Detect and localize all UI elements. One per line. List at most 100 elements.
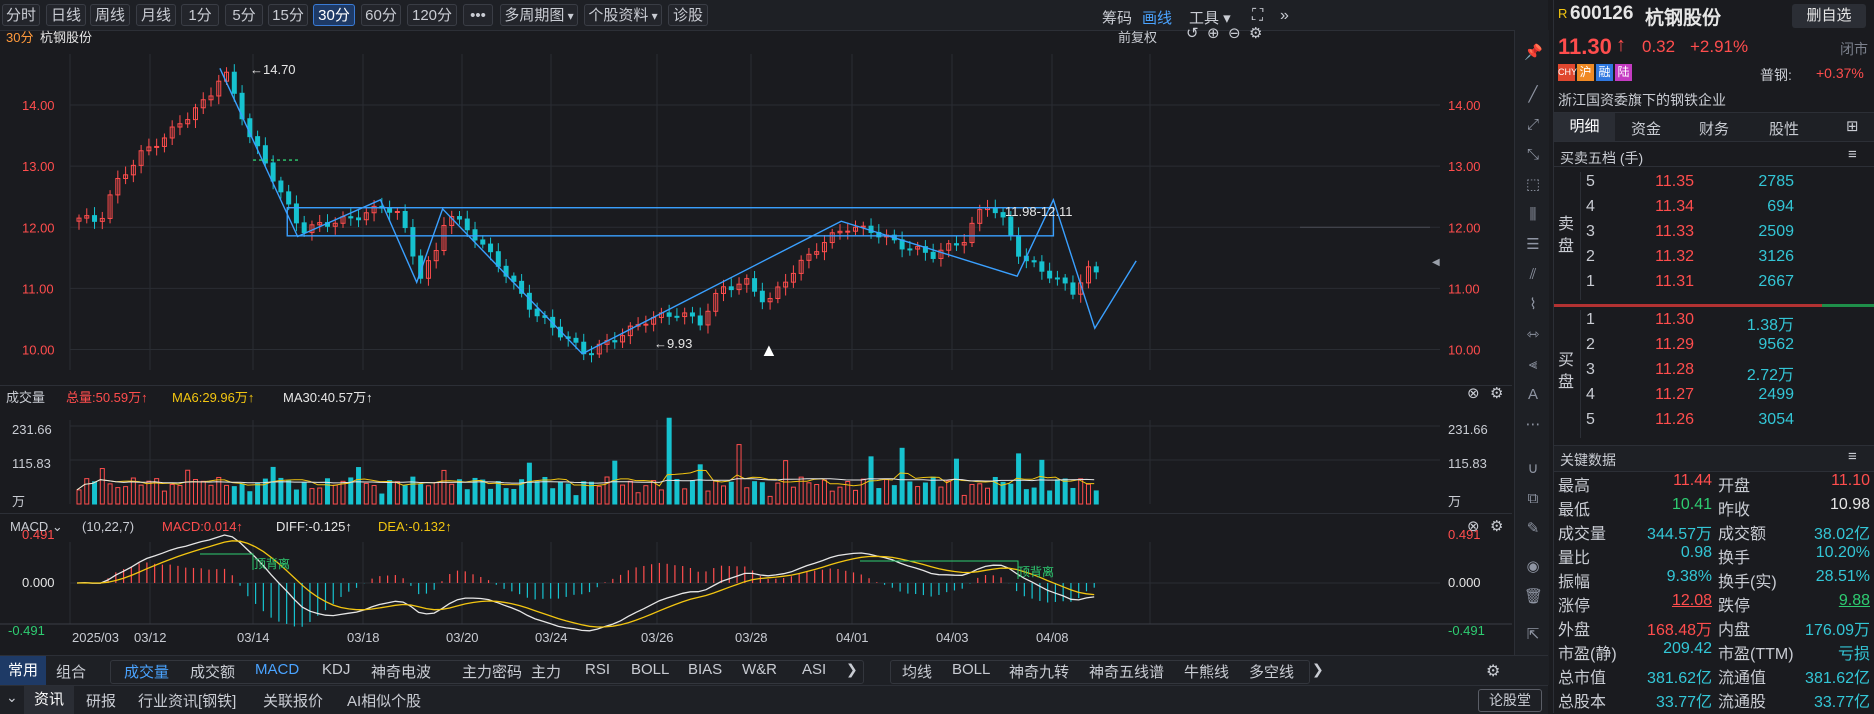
orderbook-row[interactable]: 4 11.34 694 — [1554, 198, 1874, 224]
indicator-main-code[interactable]: 主力密码 — [462, 664, 523, 681]
indicator-wr[interactable]: W&R — [742, 661, 777, 678]
orderbook-row[interactable]: 2 11.32 3126 — [1554, 248, 1874, 274]
close-macd-icon[interactable]: ⊗ — [1467, 518, 1480, 535]
indicator-asi[interactable]: ASI — [802, 661, 827, 678]
restore-right-label[interactable]: 前复权 — [1118, 30, 1158, 45]
indicator-boll[interactable]: BOLL — [631, 661, 670, 678]
volume-settings-icon[interactable]: ⚙ — [1490, 385, 1504, 402]
tab-research[interactable]: 研报 — [86, 693, 117, 710]
export-icon[interactable]: ⇱ — [1526, 626, 1540, 643]
kline-chart-area[interactable]: 14.00 14.00 13.00 13.00 12.00 12.00 11.00 11.00… — [0, 44, 1512, 655]
macd-settings-icon[interactable]: ⚙ — [1490, 518, 1504, 535]
period-tab-week[interactable]: 周线 — [90, 4, 130, 26]
draw-line-button[interactable]: 画线 — [1142, 10, 1173, 27]
indicator-macd[interactable]: MACD — [255, 661, 300, 678]
indicator-volume[interactable]: 成交量 — [124, 664, 170, 681]
tab-combo[interactable]: 组合 — [56, 664, 87, 681]
overlay-long-short[interactable]: 多空线 — [1249, 664, 1295, 681]
overlay-five-lines[interactable]: 神奇五线谱 — [1089, 664, 1165, 681]
tab-character[interactable]: 股性 — [1769, 121, 1800, 138]
zoom-out-icon[interactable]: ⊖ — [1228, 25, 1241, 42]
remove-watchlist-button[interactable]: 删自选 — [1792, 4, 1866, 28]
tab-detail[interactable]: 明细 — [1554, 113, 1615, 141]
period-tab-1min[interactable]: 1分 — [181, 4, 219, 26]
gann-tool-icon[interactable]: ⫷ — [1528, 356, 1538, 373]
overlay-ma[interactable]: 均线 — [902, 664, 933, 681]
expand-icon[interactable]: ⌄ — [6, 689, 18, 705]
tab-related-quotes[interactable]: 关联报价 — [263, 693, 324, 710]
settings-icon[interactable]: ⚙ — [1249, 25, 1263, 42]
edit-icon[interactable]: ✎ — [1526, 520, 1540, 537]
period-tab-60min[interactable]: 60分 — [361, 4, 401, 26]
tab-ai-similar[interactable]: AI相似个股 — [347, 693, 422, 710]
orderbook-row[interactable]: 5 11.35 2785 — [1554, 173, 1874, 199]
parallel-tool-icon[interactable]: ⫽ — [1529, 266, 1537, 283]
rect-tool-icon[interactable]: ⬚ — [1525, 176, 1541, 193]
orderbook-row[interactable]: 1 11.30 1.38万 — [1554, 311, 1874, 337]
indicator-main[interactable]: 主力 — [531, 664, 562, 681]
chevron-right-icon[interactable]: ❯ — [1312, 661, 1324, 677]
tag-chy[interactable]: CHY — [1558, 64, 1577, 81]
more-tools-icon[interactable]: ⋯ — [1525, 416, 1541, 433]
diagnose-button[interactable]: 诊股 — [668, 4, 708, 26]
pin-icon[interactable]: 📌 — [1524, 44, 1543, 61]
close-volume-icon[interactable]: ⊗ — [1467, 385, 1480, 402]
zoom-in-icon[interactable]: ⊕ — [1207, 25, 1220, 42]
measure-tool-icon[interactable]: ⇿ — [1526, 326, 1540, 343]
layout-icon[interactable]: ⊞ — [1846, 118, 1859, 135]
sector-name[interactable]: 普钢: — [1760, 67, 1792, 83]
fib-tool-icon[interactable]: ☰ — [1526, 236, 1540, 253]
multi-period-dropdown[interactable]: 多周期图 — [500, 4, 578, 26]
orderbook-row[interactable]: 2 11.29 9562 — [1554, 336, 1874, 362]
period-tab-fenshi[interactable]: 分时 — [2, 4, 40, 26]
orderbook-row[interactable]: 1 11.31 2667 — [1554, 273, 1874, 299]
tag-margin[interactable]: 融 — [1596, 64, 1613, 81]
period-tab-30min[interactable]: 30分 — [313, 4, 355, 26]
copy-icon[interactable]: ⧉ — [1527, 490, 1539, 507]
tab-funds[interactable]: 资金 — [1631, 121, 1662, 138]
menu-icon[interactable]: ≡ — [1848, 146, 1857, 163]
overlay-nine[interactable]: 神奇九转 — [1009, 664, 1070, 681]
chips-button[interactable]: 筹码 — [1102, 10, 1133, 27]
indicator-kdj[interactable]: KDJ — [322, 661, 351, 678]
tab-finance[interactable]: 财务 — [1699, 121, 1730, 138]
ray-tool-icon[interactable]: ⤢ — [1526, 116, 1539, 133]
orderbook-row[interactable]: 5 11.26 3054 — [1554, 411, 1874, 437]
period-tab-day[interactable]: 日线 — [46, 4, 86, 26]
period-tab-15min[interactable]: 15分 — [268, 4, 308, 26]
indicator-bias[interactable]: BIAS — [688, 661, 723, 678]
orderbook-row[interactable]: 3 11.28 2.72万 — [1554, 361, 1874, 387]
period-tab-5min[interactable]: 5分 — [225, 4, 263, 26]
indicator-amount[interactable]: 成交额 — [190, 664, 236, 681]
macd-selector[interactable]: MACD ⌄ — [10, 519, 63, 535]
magnet-icon[interactable]: ∪ — [1527, 460, 1539, 477]
forum-button[interactable]: 论股堂 — [1478, 689, 1542, 712]
overlay-bull-bear[interactable]: 牛熊线 — [1184, 664, 1230, 681]
overlay-boll[interactable]: BOLL — [952, 661, 991, 678]
tag-sh[interactable]: 沪 — [1577, 64, 1594, 81]
undo-icon[interactable]: ↺ — [1186, 25, 1199, 42]
tabbar-settings-icon[interactable]: ⚙ — [1486, 663, 1501, 680]
fullscreen-icon[interactable]: ⛶ — [1252, 7, 1264, 24]
segment-tool-icon[interactable]: ⤡ — [1526, 146, 1539, 163]
orderbook-row[interactable]: 4 11.27 2499 — [1554, 386, 1874, 412]
tab-common[interactable]: 常用 — [0, 656, 46, 686]
more-periods-button[interactable]: ••• — [463, 4, 493, 26]
tools-dropdown[interactable]: 工具 ▾ — [1189, 7, 1231, 28]
line-tool-icon[interactable]: ╱ — [1528, 86, 1538, 103]
fan-tool-icon[interactable]: ⌇ — [1529, 296, 1537, 313]
text-tool-icon[interactable]: A — [1527, 386, 1538, 403]
orderbook-row[interactable]: 3 11.33 2509 — [1554, 223, 1874, 249]
channel-tool-icon[interactable]: ⫼ — [1529, 206, 1537, 223]
menu-icon[interactable]: ≡ — [1848, 448, 1857, 465]
tag-connect[interactable]: 陆 — [1615, 64, 1632, 81]
eye-icon[interactable]: ◉ — [1526, 558, 1540, 575]
tab-industry-news[interactable]: 行业资讯[钢铁] — [138, 693, 237, 710]
trash-icon[interactable]: 🗑 — [1524, 588, 1544, 605]
stock-info-dropdown[interactable]: 个股资料 — [584, 4, 662, 26]
period-tab-120min[interactable]: 120分 — [407, 4, 457, 26]
period-tab-month[interactable]: 月线 — [136, 4, 176, 26]
indicator-wave[interactable]: 神奇电波 — [371, 664, 432, 681]
chevron-right-icon[interactable]: ❯ — [846, 661, 858, 677]
indicator-rsi[interactable]: RSI — [585, 661, 611, 678]
